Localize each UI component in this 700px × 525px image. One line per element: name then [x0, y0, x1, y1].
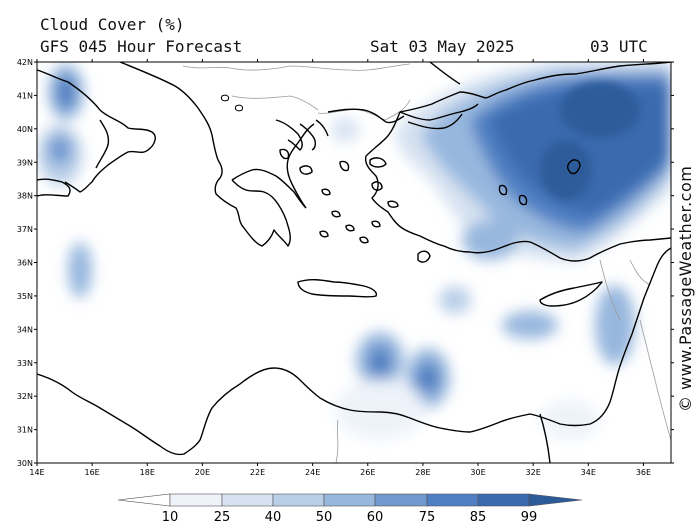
lat-label: 32N: [17, 392, 33, 401]
colorbar-label: 50: [316, 510, 333, 525]
map-area: [37, 62, 671, 463]
country-borders: [182, 63, 671, 463]
coastlines: [37, 62, 671, 463]
colorbar: 10 25 40 50 60 75 85 99: [117, 493, 583, 525]
lat-label: 30N: [17, 459, 33, 468]
inland-water: [221, 94, 243, 112]
colorbar-swatch: [374, 493, 428, 507]
lon-label: 18E: [140, 468, 155, 477]
colorbar-swatch-max: [528, 493, 583, 507]
colorbar-swatch: [221, 493, 274, 507]
forecast-date: Sat 03 May 2025: [370, 37, 515, 56]
lat-label: 36N: [17, 259, 33, 268]
map-title: Cloud Cover (%): [40, 15, 185, 34]
lat-label: 38N: [17, 192, 33, 201]
lon-label: 32E: [526, 468, 541, 477]
colorbar-labels: 10 25 40 50 60 75 85 99: [162, 510, 538, 525]
lon-label: 24E: [305, 468, 320, 477]
colorbar-label: 85: [470, 510, 487, 525]
lon-label: 22E: [250, 468, 265, 477]
lon-label: 36E: [636, 468, 651, 477]
forecast-time: 03 UTC: [590, 37, 648, 56]
lat-label: 42N: [17, 58, 33, 67]
colorbar-swatch: [323, 493, 376, 507]
colorbar-label: 25: [214, 510, 231, 525]
colorbar-label: 40: [265, 510, 282, 525]
colorbar-label: 75: [419, 510, 436, 525]
colorbar-label: 60: [367, 510, 384, 525]
colorbar-swatch-min: [117, 493, 171, 507]
lon-label: 26E: [360, 468, 375, 477]
lat-label: 40N: [17, 125, 33, 134]
cloud-cover-shading: [38, 62, 671, 440]
lon-label: 20E: [195, 468, 210, 477]
map-axes: 42N41N40N39N38N37N36N35N34N33N32N31N30N1…: [17, 58, 674, 477]
lat-label: 34N: [17, 325, 33, 334]
colorbar-swatches: [117, 493, 583, 507]
lat-label: 35N: [17, 292, 33, 301]
lat-label: 39N: [17, 158, 33, 167]
lon-label: 28E: [415, 468, 430, 477]
lon-label: 14E: [29, 468, 44, 477]
colorbar-label: 10: [162, 510, 179, 525]
colorbar-swatch: [169, 493, 223, 507]
lon-label: 16E: [85, 468, 100, 477]
lat-label: 37N: [17, 225, 33, 234]
colorbar-swatch: [477, 493, 530, 507]
colorbar-swatch: [272, 493, 325, 507]
watermark: © www.PassageWeather.com: [676, 165, 695, 412]
lat-label: 31N: [17, 426, 33, 435]
colorbar-label: 99: [521, 510, 538, 525]
lat-label: 41N: [17, 91, 33, 100]
lat-label: 33N: [17, 359, 33, 368]
colorbar-swatch: [426, 493, 479, 507]
lon-label: 34E: [581, 468, 596, 477]
lon-label: 30E: [470, 468, 485, 477]
forecast-model: GFS 045 Hour Forecast: [40, 37, 243, 56]
